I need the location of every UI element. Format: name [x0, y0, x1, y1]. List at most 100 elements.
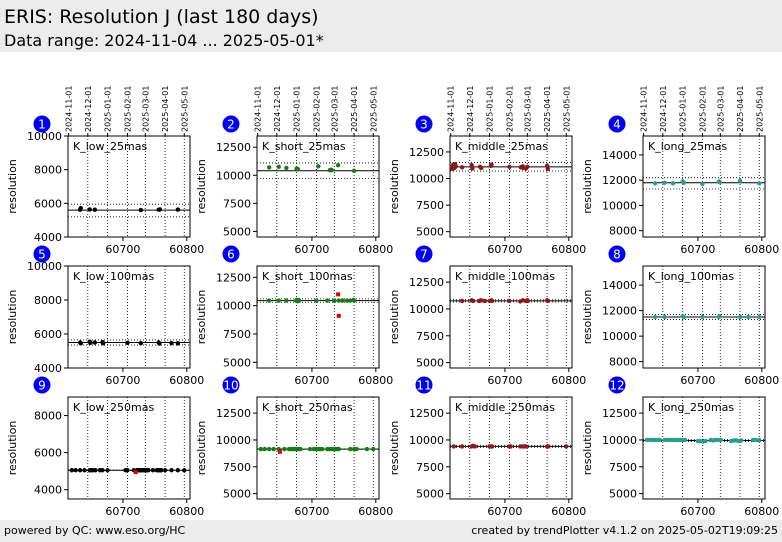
panel-number-badge — [415, 245, 433, 263]
data-point — [470, 298, 476, 304]
panel-number-badge — [222, 245, 240, 263]
y-tick-label: 6000 — [34, 197, 62, 210]
data-point — [266, 298, 272, 303]
data-point — [282, 446, 287, 452]
y-tick-label: 10000 — [602, 434, 637, 447]
y-tick-label: 5000 — [416, 357, 444, 370]
data-point — [652, 181, 658, 186]
date-tick-label: 2025-04-01 — [161, 86, 170, 133]
header-bar: ERIS: Resolution J (last 180 days) Data … — [0, 0, 782, 52]
data-point — [182, 468, 187, 473]
panel-3: 3 K_middle_25mas 5000 7500 10000 12500 resolut… — [388, 86, 586, 257]
outlier-point — [336, 292, 341, 297]
data-point — [125, 340, 130, 346]
data-point — [354, 446, 359, 452]
y-tick-label: 10000 — [409, 173, 444, 186]
panel-label: K_short_250mas — [262, 401, 353, 414]
data-point — [739, 438, 744, 443]
date-tick-label: 2025-02-01 — [505, 86, 514, 133]
data-point — [157, 341, 162, 346]
data-point — [479, 165, 484, 171]
date-tick-label: 2024-11-01 — [254, 86, 263, 133]
plot-frame — [256, 265, 380, 369]
date-tick-label: 2025-03-01 — [330, 86, 339, 133]
data-point — [700, 314, 705, 320]
date-tick-label: 2025-02-01 — [312, 86, 321, 133]
y-axis-label: resolution — [6, 159, 19, 214]
panel-label: K_middle_250mas — [455, 401, 555, 414]
data-point — [717, 314, 722, 319]
y-tick-label: 8000 — [609, 356, 637, 369]
data-point — [329, 168, 334, 173]
date-tick-label: 2025-05-01 — [180, 86, 189, 133]
y-tick-label: 7500 — [223, 461, 251, 474]
date-tick-label: 2024-12-01 — [84, 86, 93, 133]
y-tick-label: 8000 — [34, 294, 62, 307]
date-tick-label: 2025-03-01 — [716, 86, 725, 133]
date-tick-label: 2025-03-01 — [141, 86, 150, 133]
y-tick-label: 12500 — [216, 271, 251, 284]
data-point — [737, 314, 743, 320]
panel-number-badge — [415, 376, 433, 394]
page-title: ERIS: Resolution J (last 180 days) — [4, 6, 319, 28]
data-point — [682, 437, 688, 443]
y-tick-label: 6000 — [34, 447, 62, 460]
y-tick-label: 10000 — [27, 130, 62, 143]
panel-number: 4 — [613, 118, 621, 132]
data-point — [525, 164, 530, 170]
data-point — [757, 314, 762, 320]
data-point — [737, 178, 743, 184]
x-tick-label: 60800 — [358, 505, 393, 518]
y-tick-label: 10000 — [409, 303, 444, 316]
panel-number-badge — [608, 376, 626, 394]
y-tick-label: 12000 — [602, 305, 637, 318]
date-tick-label: 2025-01-01 — [104, 86, 113, 133]
y-axis-label: resolution — [388, 159, 401, 214]
data-point — [351, 168, 357, 173]
data-point — [87, 207, 92, 212]
data-point — [564, 444, 569, 449]
y-tick-label: 7500 — [416, 330, 444, 343]
data-point — [262, 446, 267, 452]
footer-credit: powered by QC: www.eso.org/HC — [4, 524, 186, 537]
data-point — [146, 468, 151, 473]
y-tick-label: 10000 — [216, 300, 251, 313]
panel-number-badge — [33, 245, 51, 263]
date-tick-label: 2025-01-01 — [293, 86, 302, 133]
data-point — [100, 340, 106, 346]
y-axis-label: resolution — [581, 159, 594, 214]
plot-frame — [67, 135, 191, 238]
data-point — [489, 298, 495, 304]
data-range-subtitle: Data range: 2024-11-04 ... 2025-05-01* — [4, 31, 324, 50]
x-tick-label: 60800 — [551, 505, 586, 518]
y-tick-label: 12500 — [216, 407, 251, 420]
panel-number: 11 — [416, 379, 431, 393]
x-tick-label: 60700 — [105, 505, 140, 518]
x-tick-label: 60700 — [487, 374, 522, 387]
data-point — [652, 314, 658, 320]
date-tick-label: 2024-11-01 — [65, 86, 74, 133]
y-tick-label: 12500 — [602, 407, 637, 420]
y-tick-label: 5000 — [416, 226, 444, 239]
date-tick-label: 2025-02-01 — [698, 86, 707, 133]
y-tick-label: 5000 — [223, 225, 251, 238]
y-tick-label: 10000 — [602, 199, 637, 212]
data-point — [162, 468, 168, 473]
panel-5: 5 K_low_100mas 4000 6000 8000 10000 resolution… — [6, 245, 204, 387]
x-tick-label: 60800 — [358, 243, 393, 256]
y-tick-label: 14000 — [602, 149, 637, 162]
x-tick-label: 60800 — [169, 374, 204, 387]
y-axis-label: resolution — [6, 290, 19, 345]
date-tick-label: 2025-04-01 — [350, 86, 359, 133]
data-point — [266, 165, 272, 170]
data-point — [78, 205, 83, 211]
panel-number: 9 — [38, 379, 46, 393]
panel-label: K_middle_100mas — [455, 270, 555, 283]
date-tick-label: 2025-01-01 — [679, 86, 688, 133]
y-tick-label: 7500 — [223, 328, 251, 341]
x-tick-label: 60800 — [551, 243, 586, 256]
data-point — [73, 468, 78, 473]
y-axis-label: resolution — [6, 421, 19, 476]
y-axis-label: resolution — [581, 290, 594, 345]
data-point — [93, 468, 98, 473]
